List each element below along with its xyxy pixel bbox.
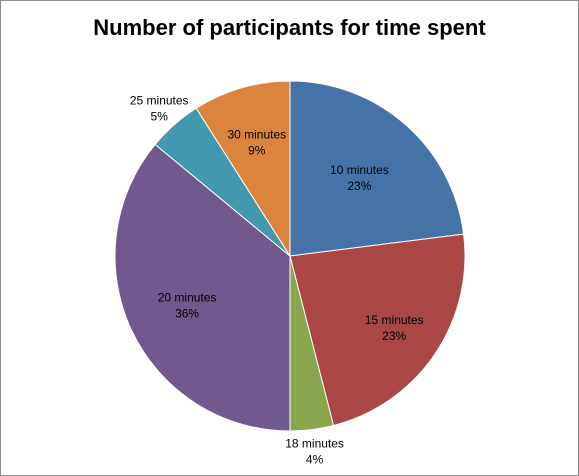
pie-slice-30-minutes xyxy=(195,80,291,258)
slice-label-15-minutes: 15 minutes xyxy=(365,313,424,327)
pie-slice-15-minutes xyxy=(289,233,466,427)
slice-percent-10-minutes: 23% xyxy=(347,179,371,193)
slice-percent-30-minutes: 9% xyxy=(248,144,266,158)
slice-label-25-minutes: 25 minutes xyxy=(130,94,189,108)
slice-percent-25-minutes: 5% xyxy=(151,110,169,124)
pie-slice-20-minutes xyxy=(114,143,291,432)
pie-slice-10-minutes xyxy=(289,80,465,257)
slice-percent-18-minutes: 4% xyxy=(306,453,324,467)
slice-percent-15-minutes: 23% xyxy=(382,329,406,343)
slice-label-18-minutes: 18 minutes xyxy=(285,437,344,451)
slice-label-30-minutes: 30 minutes xyxy=(227,128,286,142)
slice-label-10-minutes: 10 minutes xyxy=(330,163,389,177)
slice-label-20-minutes: 20 minutes xyxy=(158,290,217,304)
slice-percent-20-minutes: 36% xyxy=(175,306,199,320)
chart-title: Number of participants for time spent xyxy=(93,15,486,40)
